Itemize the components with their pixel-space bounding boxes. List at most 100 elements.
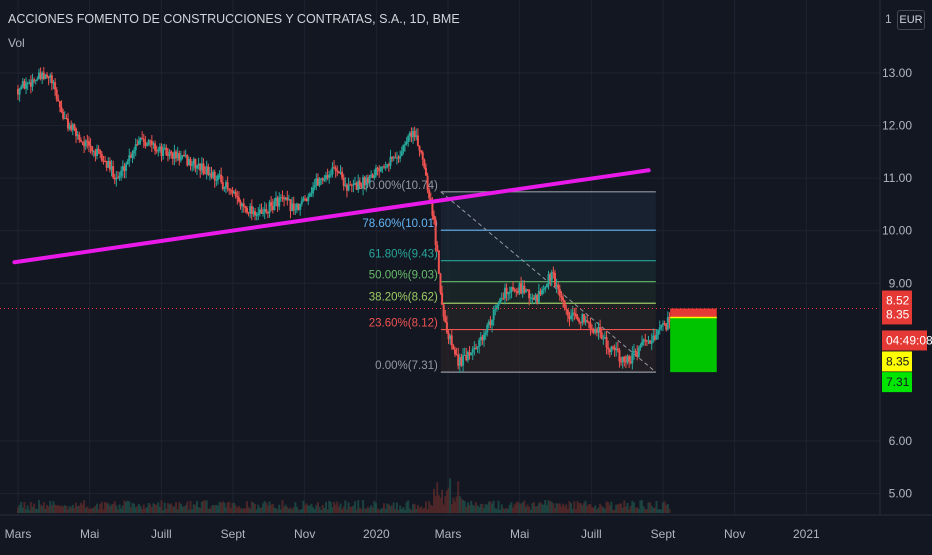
candle-body	[49, 75, 52, 79]
volume-bar	[323, 508, 326, 513]
volume-bar	[549, 500, 552, 513]
volume-bar	[183, 506, 186, 513]
candle-body	[520, 283, 523, 294]
candle-body	[29, 82, 32, 87]
candle-body	[270, 202, 273, 206]
candle-body	[212, 171, 215, 178]
candle-body	[658, 327, 661, 330]
volume-bar	[437, 495, 440, 513]
candle-body	[404, 143, 406, 145]
volume-bar	[310, 503, 313, 513]
candle-body	[310, 193, 313, 195]
volume-bar	[594, 505, 597, 513]
candle-body	[366, 177, 369, 184]
candle-body	[155, 150, 158, 152]
candle-body	[434, 219, 437, 246]
candle-body	[497, 303, 500, 307]
candle-body	[507, 292, 510, 295]
candle-body	[213, 171, 216, 181]
volume-bar	[265, 502, 268, 513]
volume-bar	[582, 502, 585, 513]
price-badge	[882, 330, 927, 351]
volume-bar	[52, 501, 55, 513]
volume-bar	[215, 504, 218, 513]
volume-bar	[250, 501, 253, 513]
volume-bar	[470, 500, 473, 513]
y-tick-label: 6.00	[889, 434, 913, 448]
candle-body	[374, 167, 377, 176]
candle-body	[287, 199, 290, 201]
volume-bar	[647, 502, 650, 513]
volume-indicator-label[interactable]: Vol	[8, 36, 25, 50]
candle-body	[228, 188, 231, 190]
scale-number: 1	[885, 12, 892, 26]
candle-body	[308, 193, 311, 197]
volume-bar	[631, 500, 634, 513]
currency-button[interactable]: EUR	[897, 10, 925, 30]
volume-bar	[483, 507, 486, 513]
volume-bar	[589, 504, 592, 513]
volume-bar	[512, 507, 515, 513]
volume-bar	[518, 503, 521, 513]
candle-body	[50, 75, 53, 84]
volume-bar	[245, 501, 248, 513]
candle-body	[566, 309, 569, 316]
volume-bar	[394, 508, 397, 513]
volume-bar	[458, 496, 461, 513]
volume-bar	[358, 507, 361, 513]
candle-body	[570, 315, 573, 320]
volume-bar	[637, 508, 640, 513]
price-badge-label: 8.52	[886, 294, 910, 308]
candle-body	[624, 361, 627, 363]
volume-bar	[350, 506, 353, 513]
volume-bar	[613, 509, 616, 513]
volume-bar	[321, 504, 324, 513]
volume-bar	[450, 504, 453, 513]
candle-body	[418, 145, 421, 151]
volume-bar	[595, 509, 598, 513]
candle-body	[112, 166, 115, 178]
volume-bar	[370, 505, 373, 513]
volume-bar	[213, 505, 216, 513]
volume-bar	[324, 501, 327, 513]
volume-bar	[523, 500, 526, 513]
candle-body	[449, 335, 452, 340]
volume-bar	[629, 505, 632, 513]
trendline	[12, 168, 651, 265]
candle-body	[79, 139, 82, 142]
x-tick-label: Nov	[294, 527, 315, 541]
volume-bar	[605, 501, 608, 513]
volume-bar	[105, 502, 108, 513]
candle-body	[208, 173, 211, 175]
candle-body	[37, 72, 40, 79]
volume-bar	[229, 508, 232, 513]
volume-bar	[395, 502, 398, 513]
volume-bar	[362, 500, 365, 513]
volume-bar	[621, 507, 624, 513]
candle-body	[484, 332, 487, 335]
candle-body	[420, 150, 423, 153]
volume-bar	[297, 509, 300, 513]
candle-body	[273, 201, 276, 210]
candle-body	[195, 165, 198, 169]
volume-bar	[295, 506, 298, 513]
volume-bar	[639, 500, 642, 513]
volume-bar	[457, 481, 460, 513]
volume-bar	[39, 504, 42, 513]
candle-body	[46, 74, 49, 77]
candle-body	[386, 164, 389, 167]
candle-body	[165, 147, 168, 155]
candle-body	[337, 171, 340, 174]
candle-body	[639, 345, 642, 348]
volume-bar	[471, 504, 474, 513]
volume-bar	[178, 502, 181, 513]
x-tick-label: Juill	[581, 527, 602, 541]
volume-bar	[424, 501, 427, 513]
volume-bar	[537, 503, 540, 513]
volume-bar	[534, 506, 537, 513]
candle-body	[34, 79, 37, 81]
volume-bar	[615, 504, 618, 513]
volume-bar	[500, 504, 503, 513]
